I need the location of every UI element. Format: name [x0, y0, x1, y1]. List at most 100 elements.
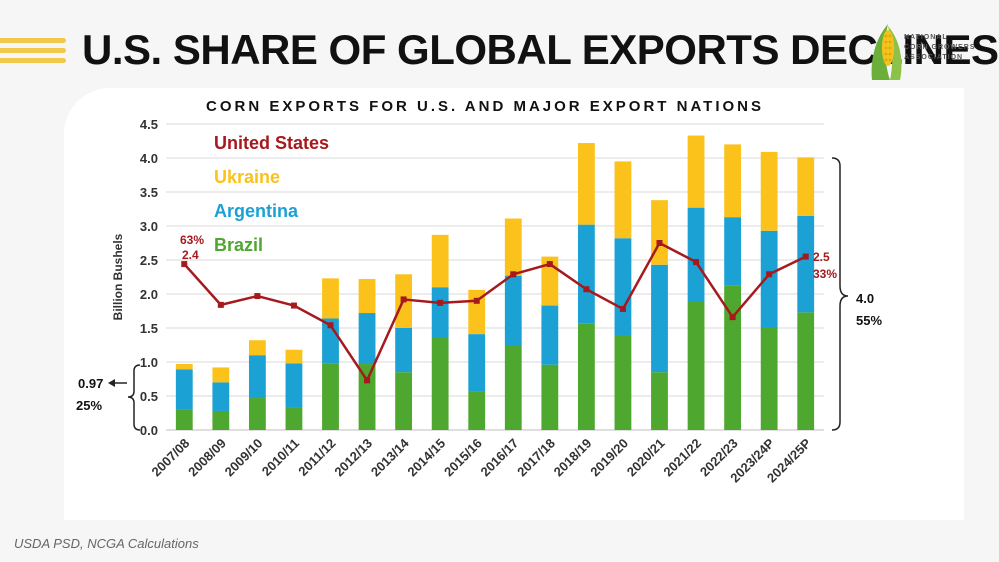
bar-ukraine: [541, 256, 559, 306]
bar-brazil: [175, 409, 193, 430]
competitors-end-value-label: 4.0: [856, 291, 874, 306]
bar-brazil: [797, 312, 815, 430]
bar-ukraine: [577, 143, 595, 225]
x-tick-label: 2010/11: [259, 436, 302, 479]
y-tick-label: 1.0: [140, 355, 158, 370]
x-tick-label: 2008/09: [185, 436, 229, 480]
bar-argentina: [614, 238, 632, 336]
logo-line-2: CORN GROWERS: [904, 44, 976, 51]
y-axis-label: Billion Bushels: [111, 233, 125, 320]
y-tick-label: 4.0: [140, 151, 158, 166]
y-tick-label: 4.5: [140, 117, 158, 132]
bar-brazil: [285, 407, 303, 430]
bar-argentina: [248, 355, 266, 399]
us-exports-point: [693, 259, 700, 266]
x-tick-label: 2021/22: [660, 436, 704, 480]
us-exports-point: [729, 314, 736, 321]
us-exports-point: [254, 293, 261, 300]
bar-argentina: [577, 224, 595, 324]
us-start-share-label: 63%: [180, 233, 204, 247]
bar-brazil: [577, 323, 595, 430]
us-exports-point: [364, 377, 371, 384]
bar-ukraine: [687, 135, 705, 208]
bar-brazil: [212, 410, 230, 430]
bar-brazil: [504, 345, 522, 430]
bar-ukraine: [431, 234, 449, 288]
bar-argentina: [797, 215, 815, 313]
right-brace: [831, 157, 849, 431]
bar-argentina: [541, 305, 559, 365]
bar-ukraine: [504, 218, 522, 276]
bar-brazil: [651, 372, 668, 430]
left-brace: [127, 364, 141, 431]
us-exports-point: [546, 261, 553, 268]
bar-argentina: [760, 230, 778, 328]
competitors-start-value-label: 0.97: [78, 376, 103, 391]
us-exports-point: [656, 240, 663, 246]
legend-argentina: Argentina: [214, 201, 299, 221]
bar-brazil: [358, 364, 376, 430]
header-stripe-1: [0, 38, 66, 43]
x-tick-label: 2014/15: [404, 436, 448, 480]
x-tick-label: 2009/10: [222, 436, 266, 480]
competitors-end-share-label: 55%: [856, 313, 882, 328]
bar-argentina: [285, 363, 303, 408]
competitors-start-share-label: 25%: [76, 398, 102, 413]
us-exports-point: [400, 296, 407, 303]
chart-title: CORN EXPORTS FOR U.S. AND MAJOR EXPORT N…: [206, 98, 764, 115]
bar-brazil: [687, 301, 705, 430]
bar-ukraine: [614, 161, 632, 239]
bar-ukraine: [175, 364, 193, 370]
us-exports-point: [510, 271, 517, 278]
x-tick-label: 2019/20: [587, 436, 631, 480]
x-tick-label: 2007/08: [149, 436, 193, 480]
x-tick-label: 2012/13: [331, 436, 375, 480]
bar-argentina: [651, 264, 668, 373]
us-exports-point: [217, 301, 224, 308]
bar-argentina: [358, 313, 376, 365]
bar-ukraine: [760, 151, 778, 231]
bar-ukraine: [358, 279, 376, 314]
us-exports-point: [766, 271, 773, 278]
y-tick-label: 0.0: [140, 423, 158, 438]
corn-logo-icon: [871, 24, 902, 80]
us-exports-point: [181, 261, 188, 268]
us-exports-point: [583, 286, 590, 293]
bar-ukraine: [212, 367, 230, 383]
bar-argentina: [395, 328, 413, 373]
bar-ukraine: [285, 349, 303, 364]
bar-brazil: [468, 391, 486, 430]
legend-united-states: United States: [214, 133, 329, 153]
logo-text: NATIONAL CORN GROWERS ASSOCIATION: [904, 33, 976, 63]
x-tick-label: 2017/18: [514, 436, 558, 480]
us-exports-point: [327, 322, 334, 329]
us-exports-point: [473, 297, 480, 304]
bar-argentina: [504, 275, 522, 345]
bar-argentina: [468, 334, 486, 392]
x-tick-label: 2016/17: [478, 436, 522, 480]
bar-brazil: [322, 363, 339, 430]
left-brace-arrowhead: [108, 379, 115, 387]
x-tick-label: 2013/14: [368, 435, 412, 479]
bar-brazil: [248, 398, 266, 430]
x-tick-label: 2011/12: [295, 436, 338, 479]
bar-argentina: [724, 217, 742, 286]
bar-argentina: [212, 382, 230, 411]
us-exports-point: [619, 305, 626, 312]
y-tick-label: 3.0: [140, 219, 158, 234]
us-exports-line: [183, 241, 807, 382]
x-tick-label: 2018/19: [551, 436, 595, 480]
source-note: USDA PSD, NCGA Calculations: [14, 536, 199, 551]
bar-brazil: [724, 285, 742, 430]
bar-argentina: [431, 287, 449, 338]
bar-argentina: [175, 369, 193, 410]
bar-argentina: [687, 207, 705, 302]
bar-brazil: [395, 372, 413, 430]
us-exports-point: [290, 302, 297, 309]
legend-ukraine: Ukraine: [214, 167, 280, 187]
us-end-value-label: 2.5: [813, 250, 830, 264]
us-exports-point: [437, 299, 444, 306]
y-tick-label: 2.5: [140, 253, 158, 268]
header-stripe-2: [0, 48, 66, 53]
us-start-value-label: 2.4: [182, 248, 199, 262]
